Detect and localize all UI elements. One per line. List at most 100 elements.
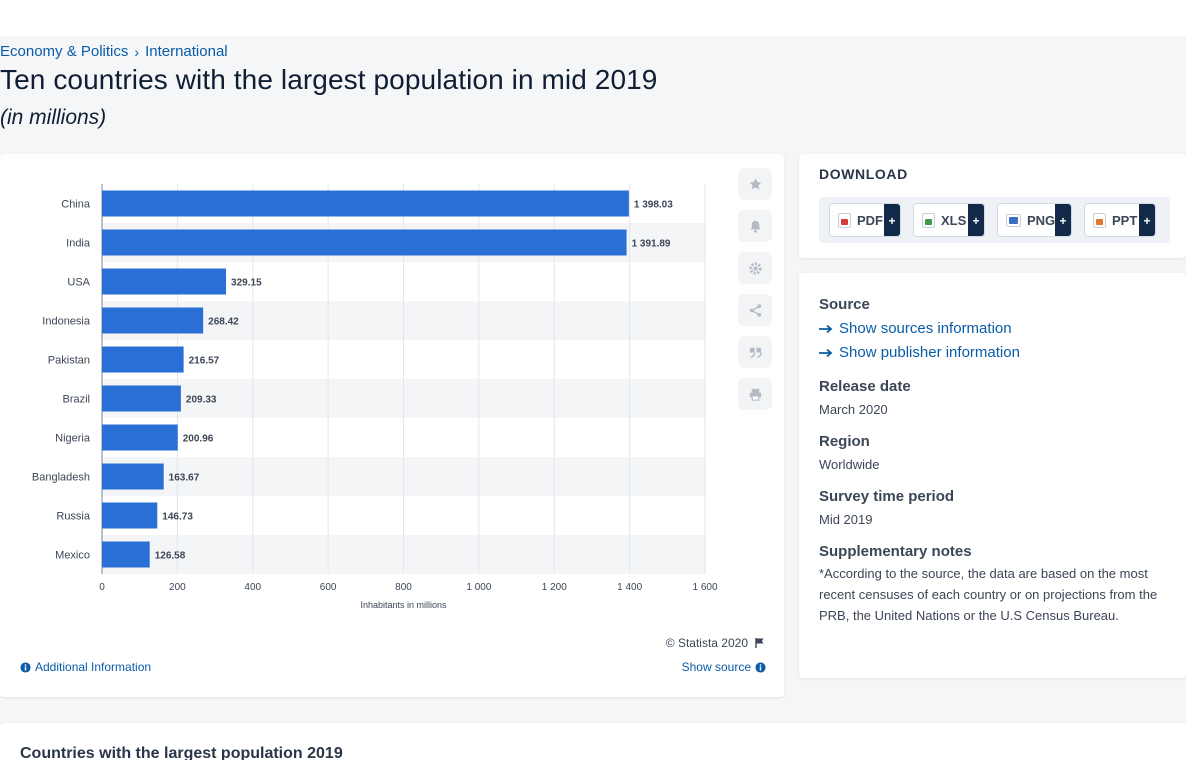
value-label: 329.15 — [231, 278, 262, 289]
bar-chart: China 1 398.03 India 1 391.89 USA 329.15 Indon… — [32, 184, 718, 610]
share-button[interactable] — [738, 294, 772, 326]
value-label: 126.58 — [155, 551, 186, 562]
bar-usa — [102, 268, 227, 295]
region-label: Region — [819, 433, 870, 450]
breadcrumb-item-economy[interactable]: Economy & Politics — [0, 43, 129, 60]
print-icon — [749, 388, 761, 401]
download-title: DOWNLOAD — [819, 166, 908, 182]
value-label: 200.96 — [183, 434, 214, 445]
x-tick-label: 1 600 — [692, 582, 717, 593]
value-label: 146.73 — [162, 512, 193, 523]
print-button[interactable] — [738, 378, 772, 410]
notification-button[interactable] — [738, 210, 772, 242]
top-bar — [0, 0, 1186, 36]
download-xls-button[interactable]: XLS + — [913, 203, 985, 237]
flag-icon[interactable] — [754, 637, 766, 649]
plus-icon: + — [1139, 204, 1155, 236]
category-label: Pakistan — [48, 355, 90, 367]
breadcrumb-separator: › — [134, 43, 140, 60]
release-date-label: Release date — [819, 378, 911, 395]
value-label: 216.57 — [189, 356, 220, 367]
value-label: 163.67 — [169, 473, 200, 484]
copyright-notice: © Statista 2020 — [666, 636, 766, 650]
category-label: Brazil — [62, 394, 90, 406]
cite-button[interactable] — [738, 336, 772, 368]
download-xls-label: XLS — [941, 212, 967, 228]
additional-information-label: Additional Information — [35, 660, 152, 674]
arrow-right-icon — [819, 348, 833, 357]
x-tick-label: 800 — [395, 582, 412, 593]
category-label: Indonesia — [42, 316, 91, 328]
category-label: Mexico — [55, 550, 90, 562]
info-icon — [755, 661, 766, 673]
page-subtitle: (in millions) — [0, 106, 107, 129]
bar-brazil — [102, 385, 181, 412]
additional-information-link[interactable]: Additional Information — [20, 660, 151, 674]
bar-pakistan — [102, 346, 184, 373]
show-publisher-label: Show publisher information — [839, 344, 1020, 361]
bar-bangladesh — [102, 463, 164, 490]
download-buttons: PDF + XLS + PNG + PPT + — [819, 197, 1170, 243]
x-tick-label: 0 — [99, 582, 105, 593]
show-source-link[interactable]: Show source — [682, 660, 766, 674]
x-tick-label: 1 400 — [617, 582, 642, 593]
download-pdf-button[interactable]: PDF + — [829, 203, 901, 237]
chart-card: China 1 398.03 India 1 391.89 USA 329.15 Indon… — [0, 154, 784, 697]
ppt-file-icon — [1093, 212, 1106, 228]
png-file-icon — [1006, 213, 1021, 227]
download-pdf-label: PDF — [857, 212, 883, 228]
category-label: India — [66, 238, 91, 250]
x-tick-label: 1 000 — [466, 582, 491, 593]
value-label: 1 398.03 — [634, 200, 673, 211]
copyright-text: © Statista 2020 — [665, 636, 748, 650]
x-axis-label: Inhabitants in millions — [360, 600, 447, 610]
value-label: 1 391.89 — [632, 239, 671, 250]
value-label: 209.33 — [186, 395, 217, 406]
settings-button[interactable] — [738, 252, 772, 284]
show-source-label: Show source — [681, 660, 751, 674]
pdf-file-icon — [838, 212, 851, 228]
bar-china — [102, 190, 629, 217]
category-label: Bangladesh — [32, 472, 90, 484]
page-title: Ten countries with the largest populatio… — [0, 64, 658, 95]
bar-mexico — [102, 541, 150, 568]
category-label: Nigeria — [55, 433, 91, 445]
x-tick-label: 1 200 — [542, 582, 567, 593]
download-png-label: PNG — [1027, 212, 1056, 228]
favorite-button[interactable] — [738, 168, 772, 200]
download-png-button[interactable]: PNG + — [997, 203, 1072, 237]
plus-icon: + — [1055, 204, 1071, 236]
bar-india — [102, 229, 627, 256]
bar-russia — [102, 502, 158, 529]
show-sources-label: Show sources information — [839, 320, 1012, 337]
x-tick-label: 200 — [169, 582, 186, 593]
supplementary-notes-value: *According to the source, the data are b… — [819, 566, 1158, 623]
bar-indonesia — [102, 307, 204, 334]
category-label: USA — [67, 277, 90, 289]
share-icon — [749, 303, 761, 317]
bell-icon — [749, 220, 761, 233]
chart-tools — [738, 168, 772, 410]
breadcrumb-item-international[interactable]: International — [145, 43, 228, 60]
download-ppt-label: PPT — [1112, 212, 1138, 228]
region-value: Worldwide — [819, 457, 880, 472]
category-label: Russia — [56, 511, 91, 523]
statistic-details-card: Source Show sources information Show pub… — [799, 273, 1186, 678]
x-tick-label: 400 — [244, 582, 261, 593]
download-card: DOWNLOAD PDF + XLS + PNG + PPT + — [799, 154, 1186, 258]
plus-icon: + — [968, 204, 984, 236]
source-label: Source — [819, 296, 870, 313]
value-label: 268.42 — [208, 317, 239, 328]
survey-period-label: Survey time period — [819, 488, 955, 505]
breadcrumb: Economy & Politics › International — [0, 43, 228, 60]
info-icon — [20, 661, 31, 673]
bar-nigeria — [102, 424, 178, 451]
release-date-value: March 2020 — [819, 402, 888, 417]
star-icon — [749, 177, 761, 189]
gear-icon — [748, 261, 762, 275]
related-statistic-title[interactable]: Countries with the largest population 20… — [20, 745, 343, 760]
download-ppt-button[interactable]: PPT + — [1084, 203, 1156, 237]
related-statistic-card: Countries with the largest population 20… — [0, 723, 1186, 760]
show-sources-link[interactable]: Show sources information — [819, 320, 1012, 337]
show-publisher-link[interactable]: Show publisher information — [819, 344, 1020, 361]
